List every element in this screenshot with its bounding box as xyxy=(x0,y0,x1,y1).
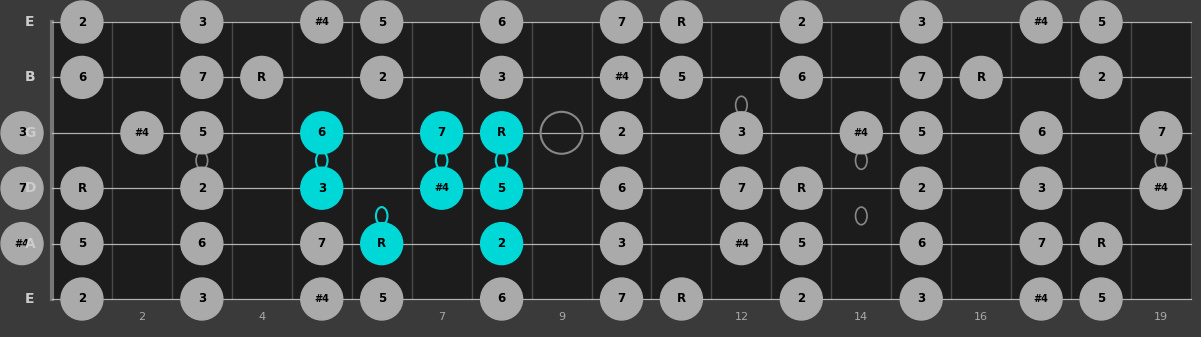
Text: #4: #4 xyxy=(315,17,329,27)
Text: 2: 2 xyxy=(617,126,626,139)
Text: 2: 2 xyxy=(1097,71,1105,84)
Text: R: R xyxy=(257,71,267,84)
Circle shape xyxy=(721,112,763,154)
Text: 5: 5 xyxy=(198,126,207,139)
Circle shape xyxy=(480,223,522,265)
Text: R: R xyxy=(377,237,387,250)
Circle shape xyxy=(1,112,43,154)
Text: #4: #4 xyxy=(1034,294,1048,304)
Text: 5: 5 xyxy=(377,16,386,29)
Text: D: D xyxy=(24,181,36,195)
Circle shape xyxy=(1020,278,1062,320)
Circle shape xyxy=(181,167,223,209)
Text: 7: 7 xyxy=(737,182,746,195)
Text: B: B xyxy=(25,70,35,84)
Text: 16: 16 xyxy=(974,312,988,322)
Text: 7: 7 xyxy=(437,126,446,139)
Text: 7: 7 xyxy=(1038,237,1045,250)
Circle shape xyxy=(300,223,342,265)
Text: 7: 7 xyxy=(438,312,446,322)
Circle shape xyxy=(600,278,643,320)
Circle shape xyxy=(781,167,823,209)
Circle shape xyxy=(600,223,643,265)
Circle shape xyxy=(721,167,763,209)
Circle shape xyxy=(480,56,522,98)
Circle shape xyxy=(661,278,703,320)
Text: 3: 3 xyxy=(318,182,325,195)
Circle shape xyxy=(480,112,522,154)
Text: 5: 5 xyxy=(918,126,925,139)
Circle shape xyxy=(181,112,223,154)
Text: 11: 11 xyxy=(675,312,688,322)
Circle shape xyxy=(480,278,522,320)
Text: 2: 2 xyxy=(138,312,145,322)
Text: 5: 5 xyxy=(497,182,506,195)
Circle shape xyxy=(1,167,43,209)
Circle shape xyxy=(1140,167,1182,209)
Circle shape xyxy=(420,112,462,154)
Circle shape xyxy=(360,1,402,43)
Text: 7: 7 xyxy=(1157,126,1165,139)
Text: 2: 2 xyxy=(797,16,806,29)
Circle shape xyxy=(241,56,282,98)
Text: #4: #4 xyxy=(854,128,868,138)
Text: 13: 13 xyxy=(794,312,808,322)
Circle shape xyxy=(420,167,462,209)
Text: R: R xyxy=(677,16,686,29)
Circle shape xyxy=(300,167,342,209)
Text: 9: 9 xyxy=(558,312,566,322)
Circle shape xyxy=(61,278,103,320)
Circle shape xyxy=(781,56,823,98)
Text: 2: 2 xyxy=(797,293,806,306)
Text: 2: 2 xyxy=(78,16,86,29)
Text: 3: 3 xyxy=(198,293,205,306)
Circle shape xyxy=(1140,112,1182,154)
Circle shape xyxy=(661,56,703,98)
Circle shape xyxy=(600,1,643,43)
Text: 7: 7 xyxy=(617,16,626,29)
Text: 6: 6 xyxy=(497,293,506,306)
Circle shape xyxy=(360,223,402,265)
Text: #4: #4 xyxy=(315,294,329,304)
Circle shape xyxy=(600,112,643,154)
Text: 14: 14 xyxy=(854,312,868,322)
Bar xyxy=(52,22,1191,299)
Text: 3: 3 xyxy=(198,312,205,322)
Text: E: E xyxy=(25,15,35,29)
Text: E: E xyxy=(25,292,35,306)
Text: 3: 3 xyxy=(918,293,925,306)
Circle shape xyxy=(600,167,643,209)
Text: 6: 6 xyxy=(617,182,626,195)
Text: 5: 5 xyxy=(377,293,386,306)
Text: R: R xyxy=(677,293,686,306)
Circle shape xyxy=(901,278,943,320)
Circle shape xyxy=(480,1,522,43)
Text: 10: 10 xyxy=(615,312,628,322)
Circle shape xyxy=(300,112,342,154)
Text: 6: 6 xyxy=(378,312,386,322)
Text: #4: #4 xyxy=(1034,17,1048,27)
Text: 6: 6 xyxy=(78,71,86,84)
Circle shape xyxy=(901,223,943,265)
Circle shape xyxy=(121,112,163,154)
Text: 7: 7 xyxy=(617,293,626,306)
Text: 3: 3 xyxy=(1038,182,1045,195)
Text: 2: 2 xyxy=(918,182,925,195)
Text: #4: #4 xyxy=(1154,183,1169,193)
Text: R: R xyxy=(77,182,86,195)
Text: 7: 7 xyxy=(318,237,325,250)
Text: 1: 1 xyxy=(78,312,85,322)
Text: 17: 17 xyxy=(1034,312,1048,322)
Text: 5: 5 xyxy=(797,237,806,250)
Text: 5: 5 xyxy=(1097,16,1105,29)
Circle shape xyxy=(1020,112,1062,154)
Circle shape xyxy=(1080,223,1122,265)
Circle shape xyxy=(1020,167,1062,209)
Circle shape xyxy=(61,56,103,98)
Text: 4: 4 xyxy=(258,312,265,322)
Circle shape xyxy=(901,56,943,98)
Text: G: G xyxy=(24,126,36,140)
Text: 18: 18 xyxy=(1094,312,1109,322)
Text: 5: 5 xyxy=(318,312,325,322)
